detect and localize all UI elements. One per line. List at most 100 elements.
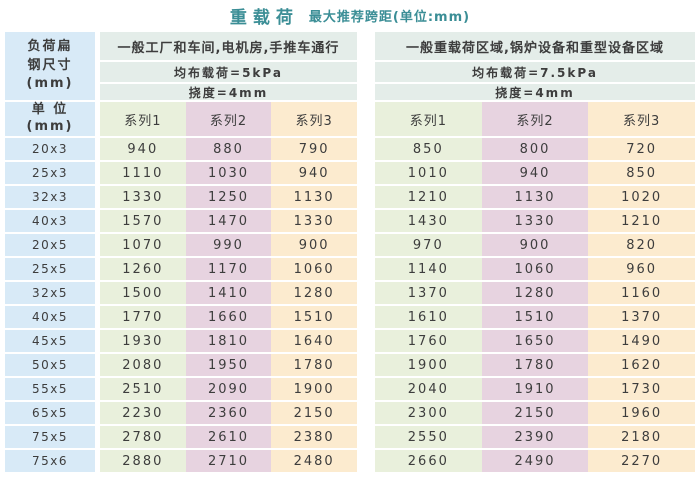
data-cell: 970 (375, 234, 482, 258)
group-1-series-1-header: 系列1 (100, 102, 186, 138)
data-cell: 1930 (100, 330, 186, 354)
data-cell: 1370 (375, 282, 482, 306)
group-1-cells: 940 880 790 1110 1030 940 1330 1250 1130 1570 1470… (100, 138, 357, 474)
data-cell: 1410 (185, 282, 272, 306)
load-span-table: 负荷扁 钢尺寸 (mm) 单 位 (mm) 20x3 25x3 32x3 40x3 20… (0, 30, 700, 474)
data-cell: 1130 (481, 186, 589, 210)
data-cell: 2040 (375, 378, 482, 402)
data-cell: 1510 (271, 306, 357, 330)
size-cell: 25x5 (5, 258, 95, 282)
group-1-title: 一般工厂和车间,电机房,手推车通行 (100, 32, 357, 62)
data-cell: 1020 (588, 186, 695, 210)
data-cell: 1370 (588, 306, 695, 330)
data-cell: 900 (271, 234, 357, 258)
data-cell: 1640 (271, 330, 357, 354)
size-cell: 50x5 (5, 354, 95, 378)
data-cell: 1500 (100, 282, 186, 306)
data-cell: 850 (588, 162, 695, 186)
data-cell: 2880 (100, 450, 186, 474)
data-cell: 1620 (588, 354, 695, 378)
size-header: 负荷扁 钢尺寸 (mm) (5, 32, 95, 102)
data-cell: 2360 (185, 402, 272, 426)
size-cells: 20x3 25x3 32x3 40x3 20x5 25x5 32x5 40x5 45x5 50x5… (5, 138, 95, 474)
data-cell: 1060 (481, 258, 589, 282)
data-cell: 1430 (375, 210, 482, 234)
unit-header-line1: 单 位 (31, 102, 69, 118)
data-cell: 1130 (271, 186, 357, 210)
size-cell: 65x5 (5, 402, 95, 426)
size-cell: 32x3 (5, 186, 95, 210)
data-cell: 2480 (271, 450, 357, 474)
data-cell: 1140 (375, 258, 482, 282)
size-header-line2: 钢尺寸 (27, 57, 73, 73)
data-cell: 1210 (375, 186, 482, 210)
group-1: 一般工厂和车间,电机房,手推车通行 均布载荷=5kPa 挠度=4mm 系列1 系… (100, 32, 357, 474)
data-cell: 1070 (100, 234, 186, 258)
data-cell: 1470 (185, 210, 272, 234)
data-cell: 790 (271, 138, 357, 162)
data-cell: 1650 (481, 330, 589, 354)
size-header-line3: (mm) (26, 76, 74, 92)
data-cell: 1780 (481, 354, 589, 378)
data-cell: 960 (588, 258, 695, 282)
data-cell: 2300 (375, 402, 482, 426)
data-cell: 1330 (481, 210, 589, 234)
data-cell: 1250 (185, 186, 272, 210)
data-cell: 1960 (588, 402, 695, 426)
data-cell: 1610 (375, 306, 482, 330)
data-cell: 1490 (588, 330, 695, 354)
size-header-line1: 负荷扁 (27, 38, 73, 54)
group-1-series-row: 系列1 系列2 系列3 (100, 102, 357, 138)
data-cell: 2080 (100, 354, 186, 378)
group-1-series-3-header: 系列3 (271, 102, 357, 138)
data-cell: 940 (271, 162, 357, 186)
data-cell: 1910 (481, 378, 589, 402)
data-cell: 2090 (185, 378, 272, 402)
group-1-load: 均布载荷=5kPa (100, 62, 357, 84)
data-cell: 990 (185, 234, 272, 258)
unit-header: 单 位 (mm) (5, 102, 95, 138)
data-cell: 1110 (100, 162, 186, 186)
group-1-series-2-header: 系列2 (185, 102, 272, 138)
group-1-deflection: 挠度=4mm (100, 84, 357, 102)
data-cell: 1510 (481, 306, 589, 330)
data-cell: 2390 (481, 426, 589, 450)
data-cell: 1280 (481, 282, 589, 306)
group-2-series-1-header: 系列1 (375, 102, 482, 138)
size-cell: 75x5 (5, 426, 95, 450)
size-cell: 20x3 (5, 138, 95, 162)
size-cell: 40x5 (5, 306, 95, 330)
data-cell: 1210 (588, 210, 695, 234)
data-cell: 1810 (185, 330, 272, 354)
data-cell: 2610 (185, 426, 272, 450)
group-2-cells: 850 800 720 1010 940 850 1210 1130 1020 1430 1330 1… (375, 138, 695, 474)
data-cell: 2660 (375, 450, 482, 474)
data-cell: 1330 (100, 186, 186, 210)
data-cell: 1730 (588, 378, 695, 402)
data-cell: 850 (375, 138, 482, 162)
data-cell: 1280 (271, 282, 357, 306)
data-cell: 1160 (588, 282, 695, 306)
data-cell: 2270 (588, 450, 695, 474)
label-column: 负荷扁 钢尺寸 (mm) 单 位 (mm) 20x3 25x3 32x3 40x3 20… (5, 32, 95, 474)
data-cell: 820 (588, 234, 695, 258)
data-cell: 940 (481, 162, 589, 186)
data-cell: 1260 (100, 258, 186, 282)
size-cell: 55x5 (5, 378, 95, 402)
group-2-series-3-header: 系列3 (588, 102, 695, 138)
size-cell: 25x3 (5, 162, 95, 186)
data-cell: 1900 (375, 354, 482, 378)
group-2-load: 均布载荷=7.5kPa (375, 62, 695, 84)
data-cell: 2230 (100, 402, 186, 426)
group-2-series-2-header: 系列2 (481, 102, 589, 138)
data-cell: 2510 (100, 378, 186, 402)
data-cell: 720 (588, 138, 695, 162)
data-cell: 1900 (271, 378, 357, 402)
data-cell: 2150 (271, 402, 357, 426)
data-cell: 1780 (271, 354, 357, 378)
unit-header-line2: (mm) (26, 119, 74, 134)
group-2: 一般重载荷区域,锅炉设备和重型设备区域 均布载荷=7.5kPa 挠度=4mm 系… (375, 32, 695, 474)
data-cell: 1330 (271, 210, 357, 234)
title-bar: 重载荷 最大推荐跨距(单位:mm) (0, 0, 700, 30)
